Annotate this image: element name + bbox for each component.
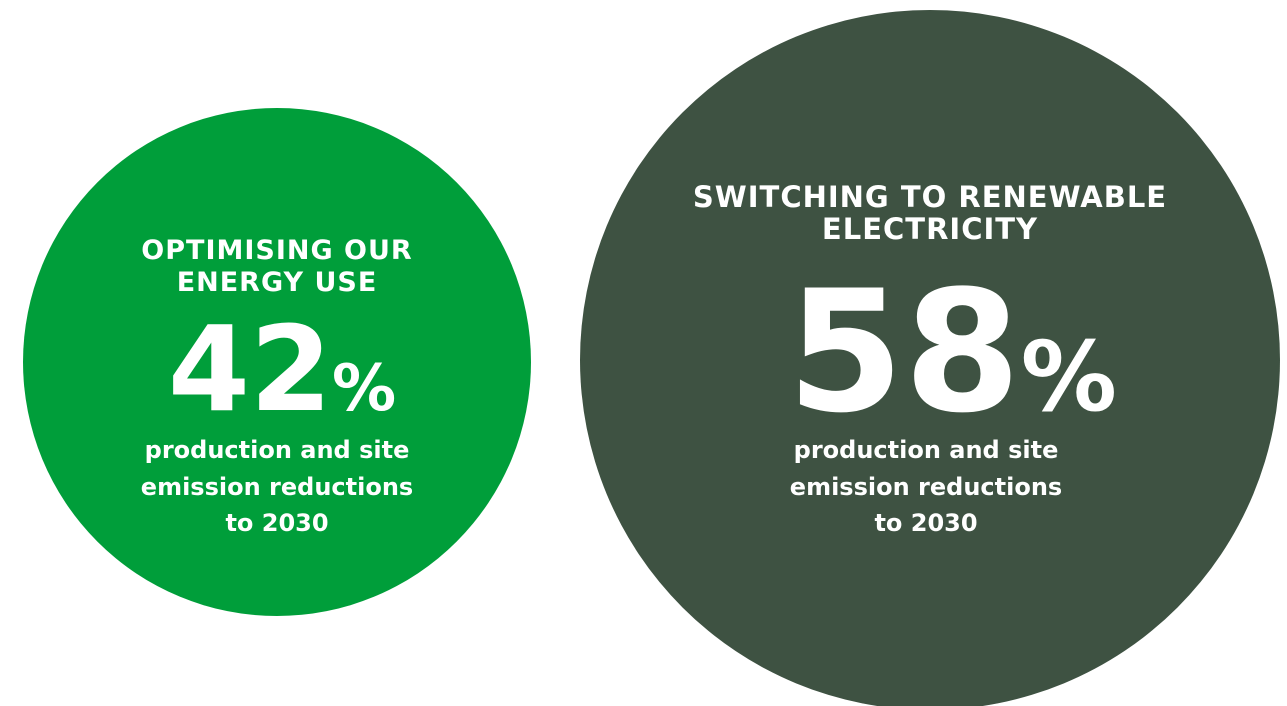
caption-line: production and site bbox=[794, 436, 1059, 464]
caption-line: to 2030 bbox=[874, 509, 977, 537]
heading-line: OPTIMISING OUR bbox=[141, 235, 412, 266]
caption-line: emission reductions bbox=[790, 473, 1062, 501]
heading-line: ELECTRICITY bbox=[822, 212, 1038, 246]
heading-line: ENERGY USE bbox=[177, 267, 378, 298]
stat-unit: % bbox=[1021, 321, 1117, 433]
caption-line: production and site bbox=[145, 436, 410, 464]
heading-line: SWITCHING TO RENEWABLE bbox=[693, 180, 1167, 214]
circle-left bbox=[23, 108, 531, 616]
stat: 58% bbox=[787, 254, 1117, 450]
stat-unit: % bbox=[332, 352, 396, 426]
circle-right bbox=[580, 10, 1280, 706]
stat: 42% bbox=[168, 300, 396, 438]
caption-line: to 2030 bbox=[225, 509, 328, 537]
stat-value: 42 bbox=[168, 300, 332, 438]
caption-line: emission reductions bbox=[141, 473, 413, 501]
stat-value: 58 bbox=[787, 254, 1021, 450]
